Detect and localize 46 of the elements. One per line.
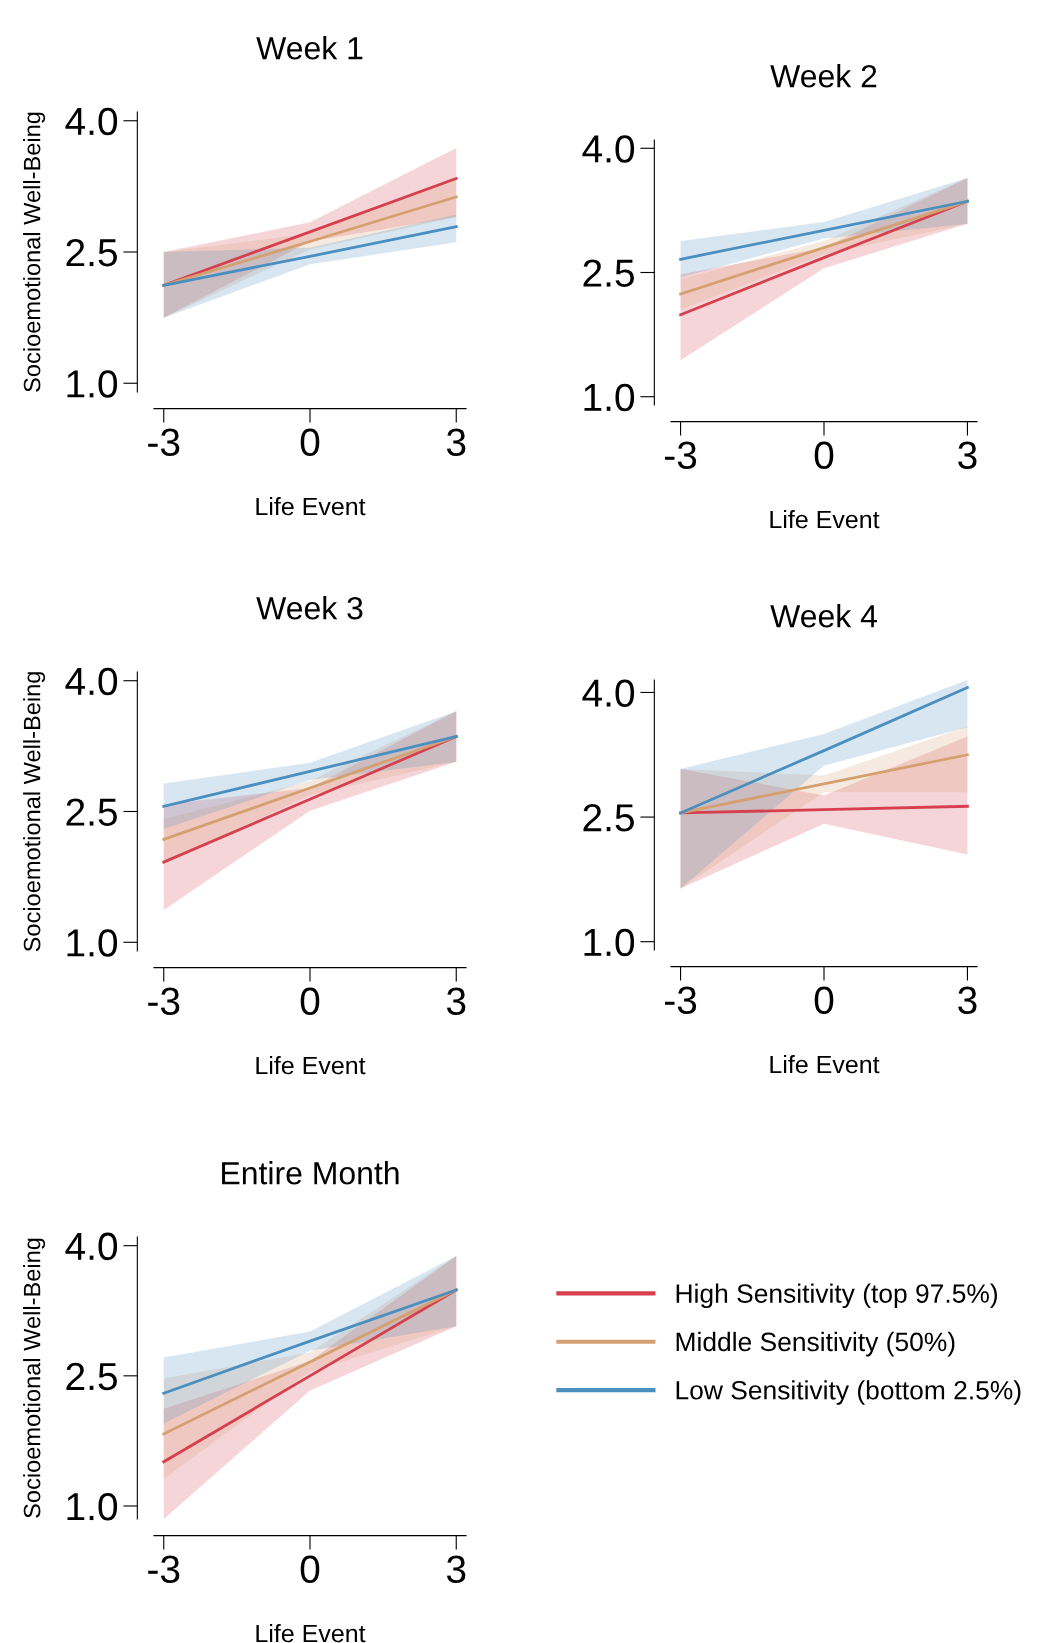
legend-label: High Sensitivity (top 97.5%) [676, 1283, 997, 1309]
x-tick-label: 3 [958, 986, 977, 1014]
x-axis-title: Life Event [770, 1055, 880, 1074]
chart-title: Entire Month [222, 1161, 399, 1185]
y-tick-label: 4.0 [65, 667, 118, 696]
y-axis-title: Socioemotional Well-Being [23, 1238, 46, 1518]
x-tick-label: -3 [148, 1555, 180, 1583]
y-tick-label: 2.5 [66, 238, 117, 267]
x-tick-label: 3 [958, 441, 977, 469]
y-axis-title: Socioemotional Well-Being [23, 112, 46, 392]
x-tick-label: -3 [148, 987, 180, 1015]
y-tick-label: 1.0 [67, 370, 118, 398]
x-axis-title: Life Event [256, 1624, 366, 1643]
chart-title: Week 2 [770, 64, 877, 88]
legend-label: Middle Sensitivity (50%) [676, 1331, 955, 1357]
x-tick-label: 0 [814, 986, 834, 1014]
x-tick-label: 3 [446, 428, 466, 456]
x-tick-label: -3 [665, 986, 697, 1014]
x-tick-label: 0 [300, 987, 320, 1015]
y-tick-label: 1.0 [584, 383, 635, 412]
x-tick-label: -3 [148, 428, 180, 456]
y-tick-label: 2.5 [583, 259, 634, 287]
legend-label: Low Sensitivity (bottom 2.5%) [676, 1380, 1021, 1405]
x-axis-title: Life Event [770, 510, 880, 529]
x-axis-title: Life Event [256, 1056, 366, 1075]
y-tick-label: 2.5 [66, 798, 117, 826]
y-tick-label: 4.0 [65, 107, 118, 136]
y-tick-label: 2.5 [583, 804, 634, 832]
chart-title: Week 3 [256, 596, 363, 620]
y-axis-title: Socioemotional Well-Being [23, 672, 46, 952]
y-tick-label: 4.0 [582, 135, 635, 163]
chart-title: Week 1 [256, 36, 363, 60]
x-tick-label: 3 [446, 987, 466, 1015]
y-tick-label: 4.0 [582, 679, 635, 707]
x-tick-label: 0 [814, 441, 834, 469]
x-tick-label: 0 [300, 428, 320, 456]
x-tick-label: 3 [446, 1555, 466, 1583]
y-tick-label: 2.5 [66, 1362, 117, 1391]
x-axis-title: Life Event [256, 497, 366, 516]
y-tick-label: 1.0 [67, 1492, 118, 1521]
chart-title: Week 4 [770, 604, 877, 628]
y-tick-label: 1.0 [67, 929, 118, 957]
y-tick-label: 1.0 [584, 928, 635, 957]
x-tick-label: -3 [665, 441, 697, 469]
y-tick-label: 4.0 [65, 1232, 118, 1261]
x-tick-label: 0 [300, 1555, 320, 1583]
